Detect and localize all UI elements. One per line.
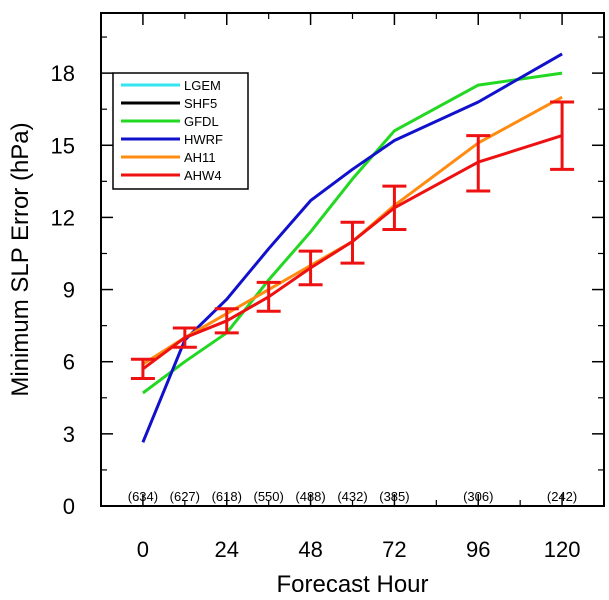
legend-box bbox=[112, 72, 249, 190]
legend-label-gfdl: GFDL bbox=[184, 114, 219, 129]
x-tick-label: 72 bbox=[382, 537, 406, 562]
legend-label-lgem: LGEM bbox=[184, 78, 221, 93]
y-tick-label: 18 bbox=[51, 61, 75, 86]
tick-labels: 0 24 48 72 96 120 0 3 6 9 12 15 18 bbox=[51, 61, 581, 562]
legend-label-hwrf: HWRF bbox=[184, 132, 223, 147]
sample-count-label: (432) bbox=[337, 489, 367, 504]
y-tick-label: 0 bbox=[63, 494, 75, 519]
x-tick-label: 24 bbox=[215, 537, 239, 562]
x-axis-title: Forecast Hour bbox=[276, 571, 428, 598]
legend-label-ahw4: AHW4 bbox=[184, 168, 222, 183]
y-axis-title: Minimum SLP Error (hPa) bbox=[7, 122, 34, 396]
series-line-gfdl bbox=[142, 71, 563, 395]
sample-count-label: (634) bbox=[128, 489, 158, 504]
legend: LGEM SHF5 GFDL HWRF AH11 AHW4 bbox=[112, 72, 249, 190]
x-tick-label: 0 bbox=[137, 537, 149, 562]
sample-count-label: (242) bbox=[547, 489, 577, 504]
sample-count-label: (385) bbox=[379, 489, 409, 504]
sample-count-labels: (634) (627) (618) (550) (488) (432) (385) (306)… bbox=[128, 489, 578, 504]
y-tick-label: 6 bbox=[63, 350, 75, 375]
x-tick-label: 48 bbox=[298, 537, 322, 562]
y-tick-label: 12 bbox=[51, 205, 75, 230]
legend-label-ah11: AH11 bbox=[184, 150, 216, 165]
y-tick-label: 9 bbox=[63, 278, 75, 303]
sample-count-label: (618) bbox=[212, 489, 242, 504]
series-line-hwrf bbox=[141, 52, 563, 443]
sample-count-label: (488) bbox=[295, 489, 325, 504]
x-tick-label: 120 bbox=[544, 537, 581, 562]
y-tick-label: 15 bbox=[51, 133, 75, 158]
y-tick-label: 3 bbox=[63, 422, 75, 447]
x-tick-label: 96 bbox=[466, 537, 490, 562]
sample-count-label: (627) bbox=[170, 489, 200, 504]
legend-label-shf5: SHF5 bbox=[184, 96, 217, 111]
error-bars bbox=[130, 100, 575, 381]
sample-count-label: (550) bbox=[253, 489, 283, 504]
plot-frame bbox=[100, 12, 605, 507]
sample-count-label: (306) bbox=[463, 489, 493, 504]
